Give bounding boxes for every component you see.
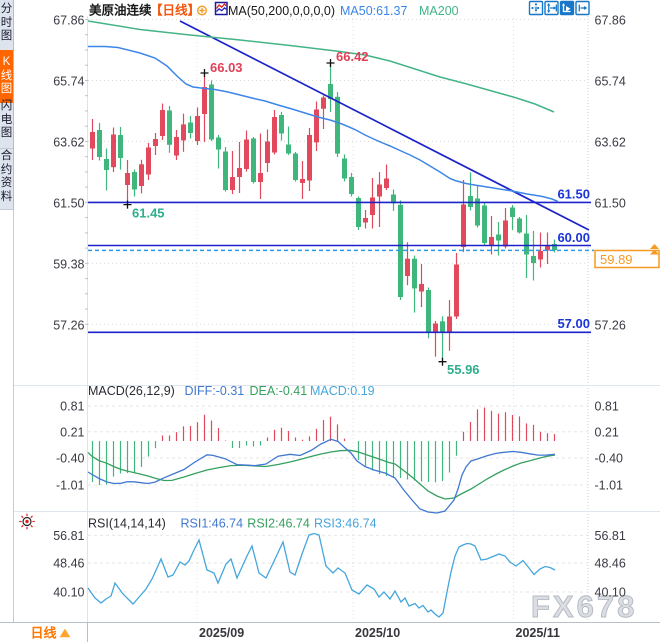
svg-text:-0.40: -0.40 bbox=[56, 452, 85, 466]
svg-text:61.50: 61.50 bbox=[53, 196, 84, 210]
svg-text:RSI3:46.74: RSI3:46.74 bbox=[314, 516, 377, 530]
svg-text:0.21: 0.21 bbox=[595, 425, 619, 439]
svg-text:66.03: 66.03 bbox=[210, 60, 243, 75]
svg-text:MA50:61.37: MA50:61.37 bbox=[340, 4, 407, 18]
svg-text:60.00: 60.00 bbox=[557, 230, 590, 245]
svg-text:0.81: 0.81 bbox=[595, 400, 619, 414]
svg-text:MA200: MA200 bbox=[419, 4, 459, 18]
svg-text:57.26: 57.26 bbox=[595, 318, 626, 332]
svg-text:2025/10: 2025/10 bbox=[355, 626, 400, 640]
svg-text:美原油连续: 美原油连续 bbox=[89, 3, 152, 18]
svg-text:MA(50,200,0,0,0,0): MA(50,200,0,0,0,0) bbox=[228, 4, 335, 18]
svg-text:55.96: 55.96 bbox=[447, 362, 480, 377]
svg-text:0.81: 0.81 bbox=[60, 400, 84, 414]
svg-text:RSI(14,14,14): RSI(14,14,14) bbox=[88, 516, 166, 530]
svg-text:67.86: 67.86 bbox=[595, 14, 626, 28]
svg-text:61.50: 61.50 bbox=[595, 196, 626, 210]
svg-text:40.10: 40.10 bbox=[53, 586, 84, 600]
svg-text:57.26: 57.26 bbox=[53, 318, 84, 332]
svg-text:61.50: 61.50 bbox=[557, 187, 590, 202]
svg-text:-1.01: -1.01 bbox=[56, 478, 85, 492]
svg-text:40.10: 40.10 bbox=[595, 586, 626, 600]
svg-text:59.89: 59.89 bbox=[600, 252, 633, 267]
svg-text:2025/09: 2025/09 bbox=[199, 626, 244, 640]
svg-text:-0.40: -0.40 bbox=[595, 452, 624, 466]
svg-text:DIFF:-0.31: DIFF:-0.31 bbox=[185, 384, 245, 398]
svg-text:56.81: 56.81 bbox=[595, 529, 626, 543]
svg-text:RSI1:46.74: RSI1:46.74 bbox=[181, 516, 244, 530]
svg-text:48.46: 48.46 bbox=[53, 557, 84, 571]
svg-text:RSI2:46.74: RSI2:46.74 bbox=[247, 516, 310, 530]
svg-text:66.42: 66.42 bbox=[336, 49, 369, 64]
svg-text:63.62: 63.62 bbox=[53, 135, 84, 149]
svg-text:65.74: 65.74 bbox=[595, 75, 626, 89]
svg-text:61.45: 61.45 bbox=[132, 206, 165, 221]
svg-text:【日线】: 【日线】 bbox=[150, 3, 200, 18]
svg-text:63.62: 63.62 bbox=[595, 135, 626, 149]
svg-text:67.86: 67.86 bbox=[53, 14, 84, 28]
svg-text:2025/11: 2025/11 bbox=[516, 626, 561, 640]
svg-text:-1.01: -1.01 bbox=[595, 478, 624, 492]
svg-text:65.74: 65.74 bbox=[53, 75, 84, 89]
svg-text:57.00: 57.00 bbox=[557, 316, 590, 331]
svg-text:日线: 日线 bbox=[31, 626, 57, 641]
svg-text:56.81: 56.81 bbox=[53, 529, 84, 543]
svg-text:0.21: 0.21 bbox=[60, 425, 84, 439]
svg-text:DEA:-0.41: DEA:-0.41 bbox=[250, 384, 308, 398]
svg-text:MACD:0.19: MACD:0.19 bbox=[310, 384, 375, 398]
svg-text:MACD(26,12,9): MACD(26,12,9) bbox=[88, 384, 175, 398]
svg-text:48.46: 48.46 bbox=[595, 557, 626, 571]
svg-text:59.38: 59.38 bbox=[53, 257, 84, 271]
svg-text:FX678: FX678 bbox=[531, 589, 637, 624]
